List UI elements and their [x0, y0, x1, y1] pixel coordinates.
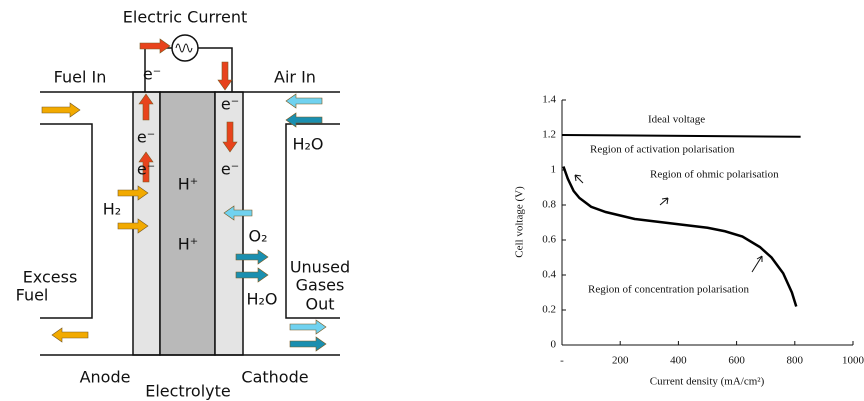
anode-channel — [40, 123, 93, 319]
diagram-label: Electrolyte — [145, 382, 231, 401]
x-tick-label: 400 — [670, 355, 687, 367]
annotation-arrow — [751, 255, 763, 273]
diagram-label: e⁻ — [143, 65, 161, 84]
x-tick-label: 600 — [728, 355, 745, 367]
diagram-label: H₂O — [292, 135, 323, 154]
cathode-channel — [285, 123, 340, 319]
diagram-label: H⁺ — [178, 175, 198, 194]
arrow — [138, 151, 154, 183]
annotation-arrow — [574, 174, 584, 184]
y-tick-label: 0.4 — [542, 269, 556, 281]
arrow — [285, 93, 323, 109]
filament — [175, 43, 193, 53]
x-axis-label: Current density (mA/cm²) — [650, 376, 765, 388]
line — [562, 166, 798, 307]
arrow — [235, 267, 269, 283]
y-tick-label: 1 — [551, 164, 557, 176]
diagram-label: O₂ — [248, 227, 267, 246]
y-tick-label: 0.2 — [542, 304, 556, 316]
diagram-label: Gases — [296, 276, 345, 295]
arrow — [289, 319, 327, 335]
arrows — [41, 38, 327, 352]
annotation: Ideal voltage — [648, 114, 705, 126]
x-tick-label: 1000 — [842, 355, 864, 367]
arrow — [289, 336, 327, 352]
arrow — [117, 185, 149, 201]
annotation-arrow — [659, 197, 669, 206]
diagram-label: Electric Current — [123, 8, 247, 27]
diagram-label: H₂ — [103, 200, 121, 219]
y-tick-label: 0 — [551, 339, 557, 351]
y-tick-label: 1.2 — [542, 129, 556, 141]
y-axis-label: Cell voltage (V) — [514, 186, 526, 258]
arrow — [117, 218, 149, 234]
diagram-label: Anode — [80, 368, 131, 387]
line — [561, 134, 801, 138]
x-tick-label: 200 — [612, 355, 629, 367]
x-tick-label: 800 — [787, 355, 804, 367]
arrow — [222, 121, 238, 153]
diagram-label: e⁻ — [221, 160, 239, 179]
annotation: Region of activation polarisation — [590, 144, 735, 156]
bulb — [171, 34, 199, 62]
y-tick-label: 1.4 — [542, 94, 556, 106]
diagram-label: Out — [305, 295, 334, 314]
arrow — [51, 327, 89, 343]
chart — [561, 100, 853, 346]
annotation: Region of concentration polarisation — [588, 284, 749, 296]
diagram-label: Excess — [23, 268, 78, 287]
diagram-label: e⁻ — [137, 128, 155, 147]
arrow — [223, 205, 253, 221]
arrow — [217, 61, 233, 91]
arrow — [235, 249, 269, 265]
y-tick-label: 0.6 — [542, 234, 556, 246]
diagram-label: Air In — [274, 68, 316, 87]
electrolyte — [159, 91, 216, 356]
diagram-label: Fuel — [16, 286, 49, 305]
fuel-cell — [40, 34, 340, 356]
annotation: Region of ohmic polarisation — [650, 169, 779, 181]
arrow — [138, 93, 154, 121]
diagram-label: e⁻ — [137, 160, 155, 179]
diagram-label: e⁻ — [221, 95, 239, 114]
arrow — [41, 102, 81, 118]
diagram-label: H⁺ — [178, 235, 198, 254]
arrow — [285, 112, 323, 128]
y-tick-label: 0.8 — [542, 199, 556, 211]
diagram-label: Cathode — [241, 368, 308, 387]
arrow — [139, 38, 171, 54]
diagram-label: Fuel In — [54, 68, 107, 87]
diagram-label: H₂O — [246, 290, 277, 309]
x-tick-label: - — [560, 355, 564, 367]
diagram-label: Unused — [290, 258, 350, 277]
wire — [198, 47, 233, 92]
